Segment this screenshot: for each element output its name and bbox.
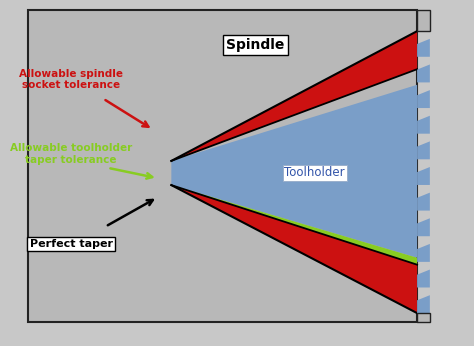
- Polygon shape: [171, 85, 417, 258]
- Polygon shape: [417, 313, 430, 322]
- Polygon shape: [417, 10, 430, 31]
- Polygon shape: [171, 31, 417, 161]
- Text: Allowable spindle
socket tolerance: Allowable spindle socket tolerance: [19, 69, 123, 90]
- Polygon shape: [171, 185, 417, 265]
- Text: Perfect taper: Perfect taper: [30, 239, 113, 249]
- FancyBboxPatch shape: [28, 10, 417, 322]
- Text: Allowable toolholder
taper tolerance: Allowable toolholder taper tolerance: [10, 143, 132, 165]
- Polygon shape: [171, 185, 417, 313]
- Polygon shape: [417, 31, 430, 313]
- Text: Spindle: Spindle: [227, 38, 285, 52]
- Text: Toolholder: Toolholder: [284, 166, 345, 180]
